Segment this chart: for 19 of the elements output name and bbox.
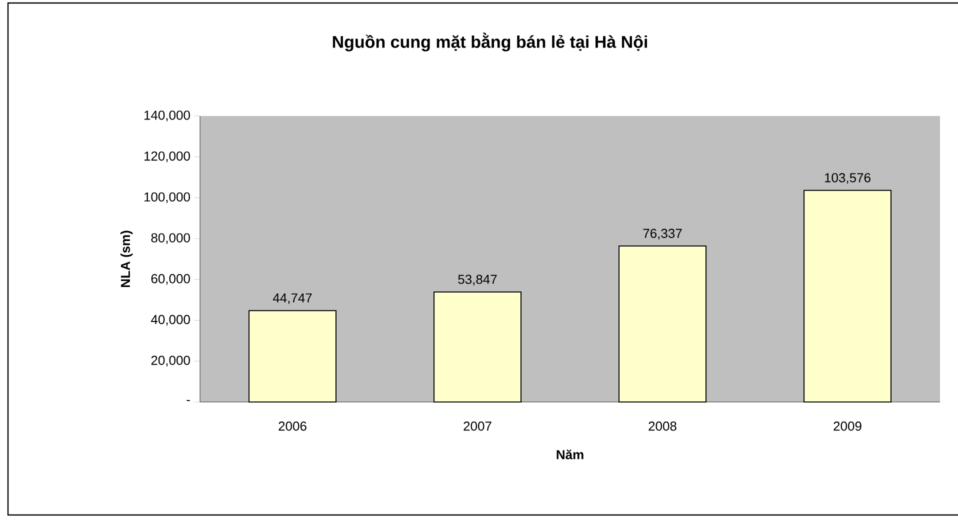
y-axis-title: NLA (sm) [120, 230, 133, 288]
x-tick-label: 2007 [464, 422, 492, 431]
data-label: 44,747 [272, 293, 312, 304]
y-tick-label: 60,000 [151, 274, 190, 285]
data-label: 76,337 [643, 228, 682, 240]
y-tick-label: 100,000 [144, 192, 190, 204]
y-tick-label: 120,000 [144, 151, 190, 162]
y-tick-label: 80,000 [151, 233, 190, 244]
x-axis-title: Năm [556, 450, 584, 460]
x-tick-label: 2008 [648, 422, 676, 431]
data-label: 53,847 [458, 274, 497, 286]
x-tick-label: 2006 [278, 422, 306, 431]
chart-title: Nguồn cung mặt bằng bán lẻ tại Hà Nội [332, 32, 647, 52]
y-tick-label: 40,000 [151, 314, 190, 326]
x-tick-label: 2009 [834, 422, 862, 431]
data-label: 103,576 [825, 173, 870, 184]
y-tick-label: 140,000 [144, 110, 190, 122]
y-tick-label: - [186, 400, 190, 402]
y-tick-label: 20,000 [151, 356, 190, 367]
